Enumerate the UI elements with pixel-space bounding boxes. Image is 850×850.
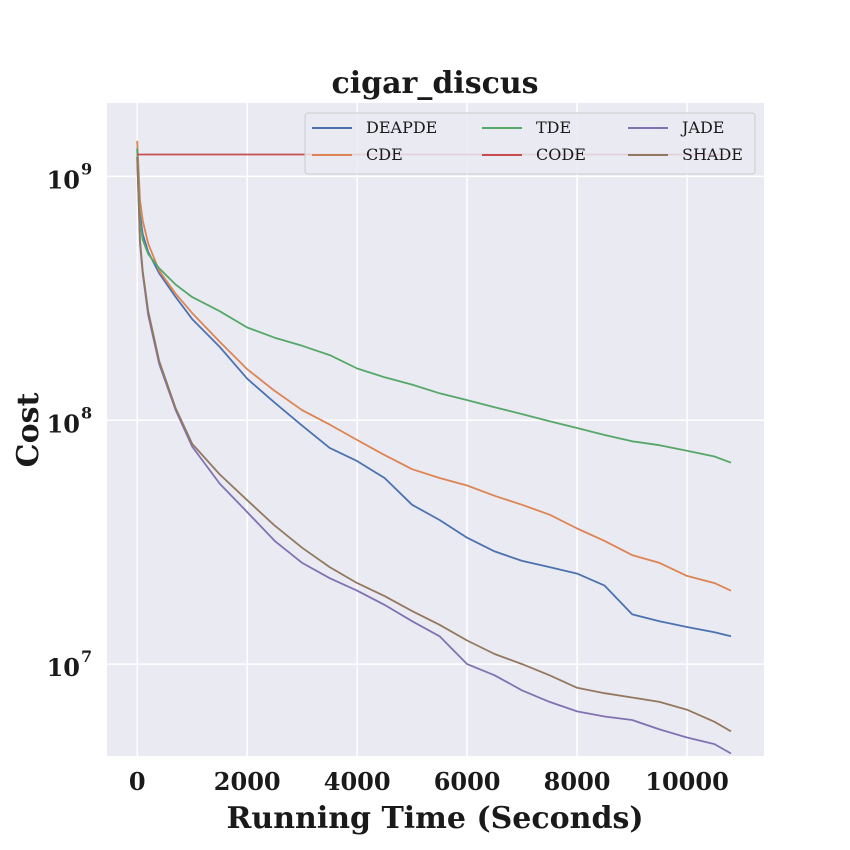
legend-label: JADE [680, 118, 724, 137]
y-tick-base: 10 [47, 165, 80, 194]
legend-label: DEAPDE [366, 118, 437, 137]
legend-item-tde: TDE [482, 118, 571, 137]
series-line-tde [136, 148, 732, 464]
y-axis-label: Cost [11, 393, 46, 468]
series-line-cde [136, 140, 732, 592]
y-tick-label: 10 7 [47, 647, 93, 682]
series-line-shade [136, 157, 732, 733]
y-tick-exponent: 9 [81, 159, 92, 178]
y-tick-label: 10 8 [47, 403, 93, 438]
x-axis-ticks: 0 2000 4000 6000 8000 10000 [129, 767, 729, 796]
x-tick-label: 0 [129, 767, 146, 796]
y-tick-base: 10 [47, 653, 80, 682]
x-tick-label: 6000 [434, 767, 501, 796]
series-line-deapde [136, 148, 732, 638]
x-tick-label: 4000 [324, 767, 391, 796]
legend-item-shade: SHADE [628, 145, 743, 164]
legend-label: CDE [366, 145, 403, 164]
x-axis-label: Running Time (Seconds) [226, 801, 643, 836]
x-tick-label: 10000 [645, 767, 729, 796]
legend-item-jade: JADE [628, 118, 724, 137]
x-tick-label: 2000 [214, 767, 281, 796]
grid [107, 103, 764, 756]
legend-item-cde: CDE [312, 145, 403, 164]
legend-label: SHADE [682, 145, 743, 164]
plot-background [107, 103, 764, 756]
legend-item-code: CODE [482, 145, 586, 164]
y-tick-label: 10 9 [47, 159, 93, 194]
x-tick-label: 8000 [544, 767, 611, 796]
legend-label: TDE [536, 118, 571, 137]
y-tick-exponent: 8 [81, 403, 92, 422]
legend-item-deapde: DEAPDE [312, 118, 437, 137]
y-tick-exponent: 7 [81, 647, 92, 666]
y-tick-base: 10 [47, 409, 80, 438]
legend-label: CODE [536, 145, 586, 164]
chart-title: cigar_discus [331, 66, 538, 101]
legend: DEAPDE CDE TDE CODE JADE SHADE [304, 112, 756, 175]
